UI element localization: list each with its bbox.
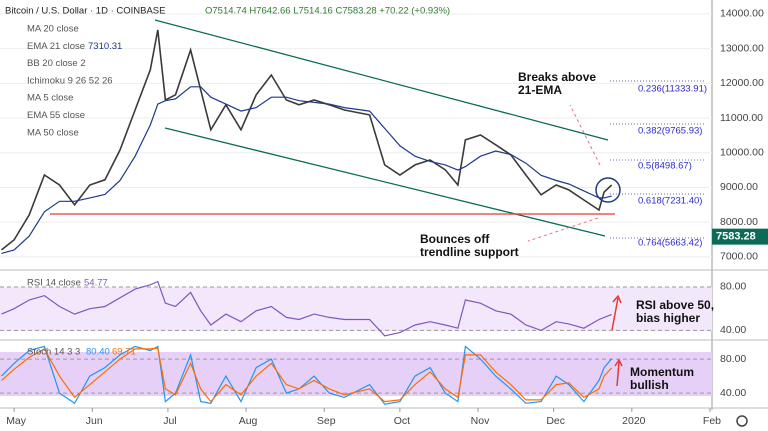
annotation: Momentum [630, 365, 694, 379]
fib-label: 0.236(11333.91) [638, 84, 707, 95]
indicator-name: MA 50 close [27, 127, 79, 138]
settings-icon[interactable] [736, 415, 748, 427]
annotation: RSI above 50, [636, 298, 714, 312]
x-tick-label: Feb [703, 415, 721, 427]
indicator-name: MA 20 close [27, 24, 79, 35]
plot-layer: May Jun Jul Aug Sep Oct Nov Dec 2020 Feb 7000.00 80… [0, 8, 768, 427]
stoch-title: Stoch 14 3 3 [27, 347, 80, 358]
fib-label: 0.5(8498.67) [638, 161, 692, 172]
fib-label: 0.618(7231.40) [638, 196, 702, 207]
stoch-k: 80.40 [86, 347, 110, 358]
y-tick-label: 9000.00 [720, 181, 758, 193]
annotation: bullish [630, 378, 669, 392]
y-tick-label: 80.00 [720, 281, 746, 293]
channel-lower [164, 127, 606, 237]
indicator-name: EMA 21 close [27, 41, 85, 52]
x-tick-label: Nov [471, 415, 490, 427]
rsi-value: 54.77 [84, 278, 108, 289]
y-tick-label: 12000.00 [720, 77, 764, 89]
y-tick-label: 11000.00 [720, 112, 763, 124]
fib-label: 0.764(5663.42) [638, 238, 702, 249]
y-tick-label: 80.00 [720, 353, 746, 365]
y-tick-label: 40.00 [720, 324, 746, 336]
indicator-name: EMA 55 close [27, 110, 85, 121]
annotation: 21-EMA [518, 83, 562, 97]
indicator-value: 7310.31 [88, 41, 122, 52]
x-tick-label: May [6, 415, 27, 427]
highlight-circle [595, 177, 621, 203]
annotation: Bounces off [420, 232, 490, 246]
price-tag [712, 228, 768, 245]
x-tick-label: Oct [394, 415, 410, 427]
indicator-name: MA 5 close [27, 93, 73, 104]
y-tick-label: 10000.00 [720, 147, 764, 159]
x-tick-label: Dec [546, 415, 565, 427]
x-tick-label: Jun [86, 415, 103, 427]
arrow [611, 297, 619, 331]
dashed-arrow [527, 217, 599, 242]
price-tag-label: 7583.28 [716, 231, 756, 243]
rsi-title: RSI 14 close [27, 278, 81, 289]
series-line [1, 347, 613, 403]
y-tick-label: 8000.00 [720, 216, 758, 228]
annotation: Breaks above [518, 70, 596, 84]
x-tick-label: 2020 [622, 415, 646, 427]
series-line [1, 280, 612, 337]
x-tick-label: Jul [163, 415, 176, 427]
stoch-d: 69.71 [112, 347, 136, 358]
series-line [1, 29, 613, 251]
dashed-arrow [569, 104, 601, 166]
y-tick-label: 40.00 [720, 387, 746, 399]
indicator-name: BB 20 close 2 [27, 58, 86, 69]
arrow [616, 361, 620, 387]
y-tick-label: 7000.00 [720, 251, 758, 263]
channel-upper [154, 19, 609, 141]
arrow-head [612, 294, 622, 304]
fib-label: 0.382(9765.93) [638, 126, 702, 137]
rsi-band [0, 287, 712, 331]
arrow-head [614, 358, 623, 367]
symbol-title: Bitcoin / U.S. Dollar · 1D · COINBASE [5, 6, 165, 17]
series-line [1, 86, 612, 254]
ohlc: O7514.74 H7642.66 L7514.16 C7583.28 +70.… [205, 6, 450, 17]
x-tick-label: Sep [317, 415, 336, 427]
y-tick-label: 13000.00 [720, 42, 764, 54]
x-tick-label: Aug [239, 415, 258, 427]
indicator-name: Ichimoku 9 26 52 26 [27, 75, 113, 86]
stoch-band [0, 352, 712, 396]
annotation: bias higher [636, 311, 700, 325]
annotation: trendline support [420, 245, 519, 259]
y-tick-label: 14000.00 [720, 8, 764, 20]
